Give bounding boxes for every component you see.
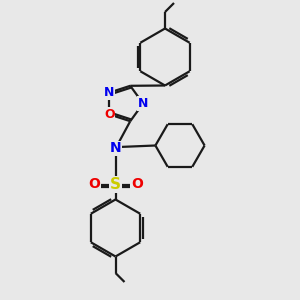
Text: N: N (104, 86, 115, 99)
Text: O: O (131, 178, 143, 191)
Text: S: S (110, 177, 121, 192)
Text: O: O (104, 108, 115, 121)
Text: O: O (88, 178, 100, 191)
Text: N: N (138, 97, 148, 110)
Text: N: N (110, 142, 121, 155)
